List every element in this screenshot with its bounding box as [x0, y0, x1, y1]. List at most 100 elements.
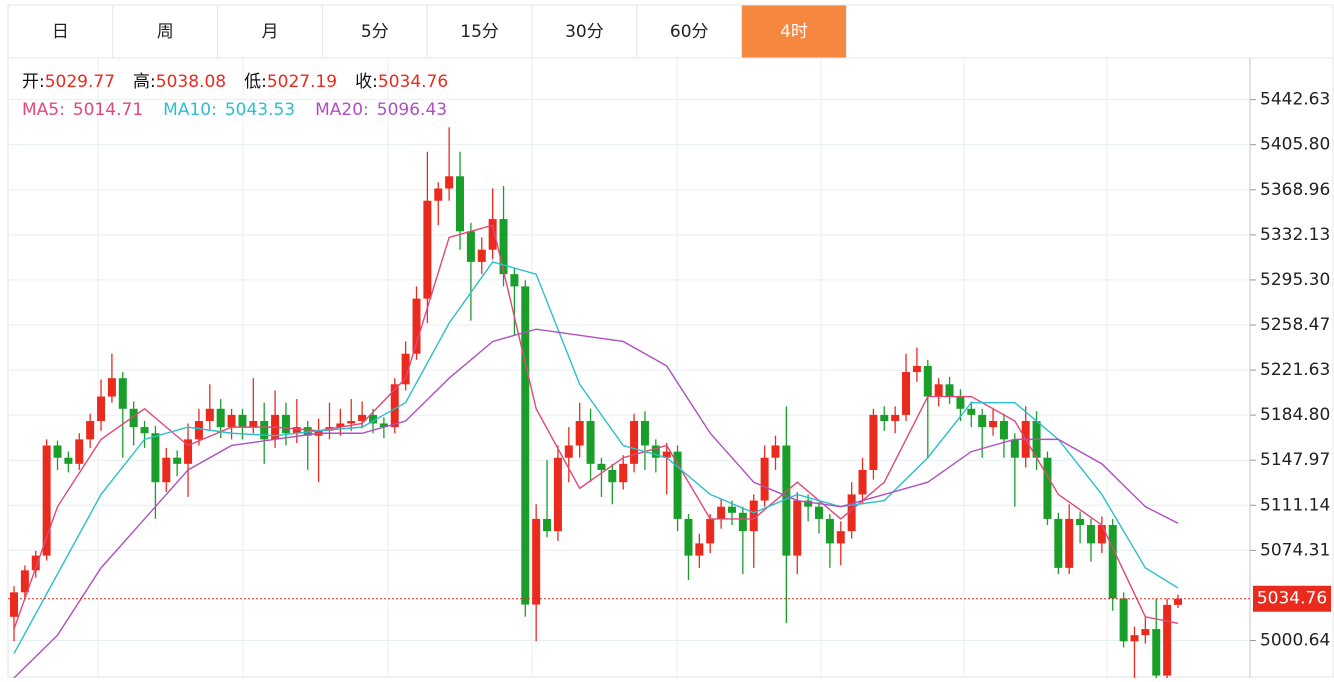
- candle-body: [978, 414, 987, 428]
- tab[interactable]: [741, 4, 847, 59]
- legend-name: MA5:: [22, 100, 65, 120]
- ma-line: [13, 224, 1179, 630]
- candle-body: [999, 421, 1008, 440]
- candle-body: [891, 414, 900, 422]
- candle-body: [86, 421, 95, 440]
- ohlc-value: 5038.08: [156, 72, 226, 92]
- candle-body: [869, 414, 878, 470]
- tab[interactable]: [531, 4, 638, 59]
- candle-body: [630, 421, 639, 464]
- last-price-box: [1253, 585, 1331, 612]
- ma-line: [13, 261, 1179, 654]
- y-tick-label: 5332.13: [1260, 225, 1330, 245]
- candle-body: [129, 408, 138, 428]
- candle-body: [825, 518, 834, 544]
- candle-body: [1010, 439, 1019, 458]
- candle-body: [20, 570, 29, 593]
- candle-body: [1065, 518, 1074, 568]
- tab[interactable]: [112, 4, 219, 59]
- candle-body: [401, 353, 410, 385]
- candle-body: [706, 518, 715, 544]
- candle-body: [553, 457, 562, 532]
- candle-body: [673, 451, 682, 519]
- candle-body: [445, 176, 454, 189]
- tab-label[interactable]: 月: [262, 22, 279, 42]
- candle-body: [42, 445, 51, 556]
- candle-body: [31, 555, 40, 571]
- candle-body: [847, 494, 856, 532]
- candle-body: [173, 457, 182, 464]
- candle-body: [140, 427, 149, 434]
- candle-body: [281, 414, 290, 434]
- candle-body: [336, 423, 345, 428]
- candle-body: [782, 445, 791, 556]
- ohlc-label: 开:: [22, 72, 45, 92]
- y-tick-label: 5258.47: [1260, 315, 1330, 335]
- candle-body: [912, 365, 921, 373]
- candle-body: [989, 421, 998, 428]
- y-tick-label: 5221.63: [1260, 360, 1330, 380]
- tab[interactable]: [217, 4, 323, 59]
- tab-label[interactable]: 周: [157, 22, 174, 42]
- candle-body: [10, 592, 18, 617]
- candle-body: [575, 421, 584, 446]
- legend-name: MA10:: [163, 100, 217, 120]
- candle-body: [815, 506, 824, 519]
- tab[interactable]: [7, 4, 114, 59]
- y-tick-label: 5295.30: [1260, 270, 1330, 290]
- candle-body: [227, 414, 236, 428]
- candle-body: [684, 518, 693, 556]
- candle-body: [793, 500, 802, 556]
- tab[interactable]: [636, 4, 743, 59]
- candle-body: [194, 421, 203, 440]
- candle-body: [586, 421, 595, 464]
- candle-body: [1076, 518, 1085, 526]
- y-tick-label: 5442.63: [1260, 90, 1330, 110]
- candle-body: [1163, 604, 1172, 676]
- candle-body: [717, 506, 726, 519]
- y-tick-label: 5184.80: [1260, 405, 1330, 425]
- candle-body: [597, 463, 606, 470]
- candle-body: [499, 219, 508, 275]
- candle-body: [1130, 635, 1139, 642]
- tab-label[interactable]: 60分: [670, 22, 709, 42]
- tab[interactable]: [321, 4, 428, 59]
- y-tick-label: 5074.31: [1260, 540, 1330, 560]
- legend-name: MA20:: [315, 100, 369, 120]
- candle-body: [216, 408, 225, 428]
- candle-body: [651, 445, 660, 458]
- candle-body: [347, 421, 356, 424]
- candle-body: [162, 457, 171, 483]
- candle-body: [488, 219, 497, 250]
- tab-label[interactable]: 日: [52, 22, 69, 42]
- legend-value: 5096.43: [377, 100, 447, 120]
- candle-body: [858, 469, 867, 495]
- candle-body: [260, 421, 269, 440]
- ohlc-label: 低:: [244, 72, 267, 92]
- candle-body: [619, 463, 628, 483]
- tab[interactable]: [426, 4, 533, 59]
- ohlc-label: 收:: [355, 72, 378, 92]
- tab-label[interactable]: 4时: [780, 22, 808, 42]
- candle-body: [466, 231, 475, 262]
- candle-body: [564, 445, 573, 458]
- candle-body: [608, 469, 617, 483]
- candle-body: [640, 421, 649, 446]
- candle-body: [956, 396, 965, 409]
- candle-body: [390, 384, 399, 428]
- candle-body: [662, 451, 671, 458]
- candle-body: [97, 396, 106, 422]
- candle-body: [75, 439, 84, 464]
- candle-body: [368, 414, 377, 424]
- ohlc-label: 高:: [133, 72, 156, 92]
- tab-label[interactable]: 30分: [565, 22, 604, 42]
- ma-line: [13, 328, 1179, 679]
- tab-label[interactable]: 5分: [361, 22, 389, 42]
- candle-body: [64, 457, 73, 464]
- tab-label[interactable]: 15分: [460, 22, 499, 42]
- candle-body: [107, 378, 116, 397]
- candle-body: [1174, 598, 1182, 605]
- candle-body: [184, 439, 193, 464]
